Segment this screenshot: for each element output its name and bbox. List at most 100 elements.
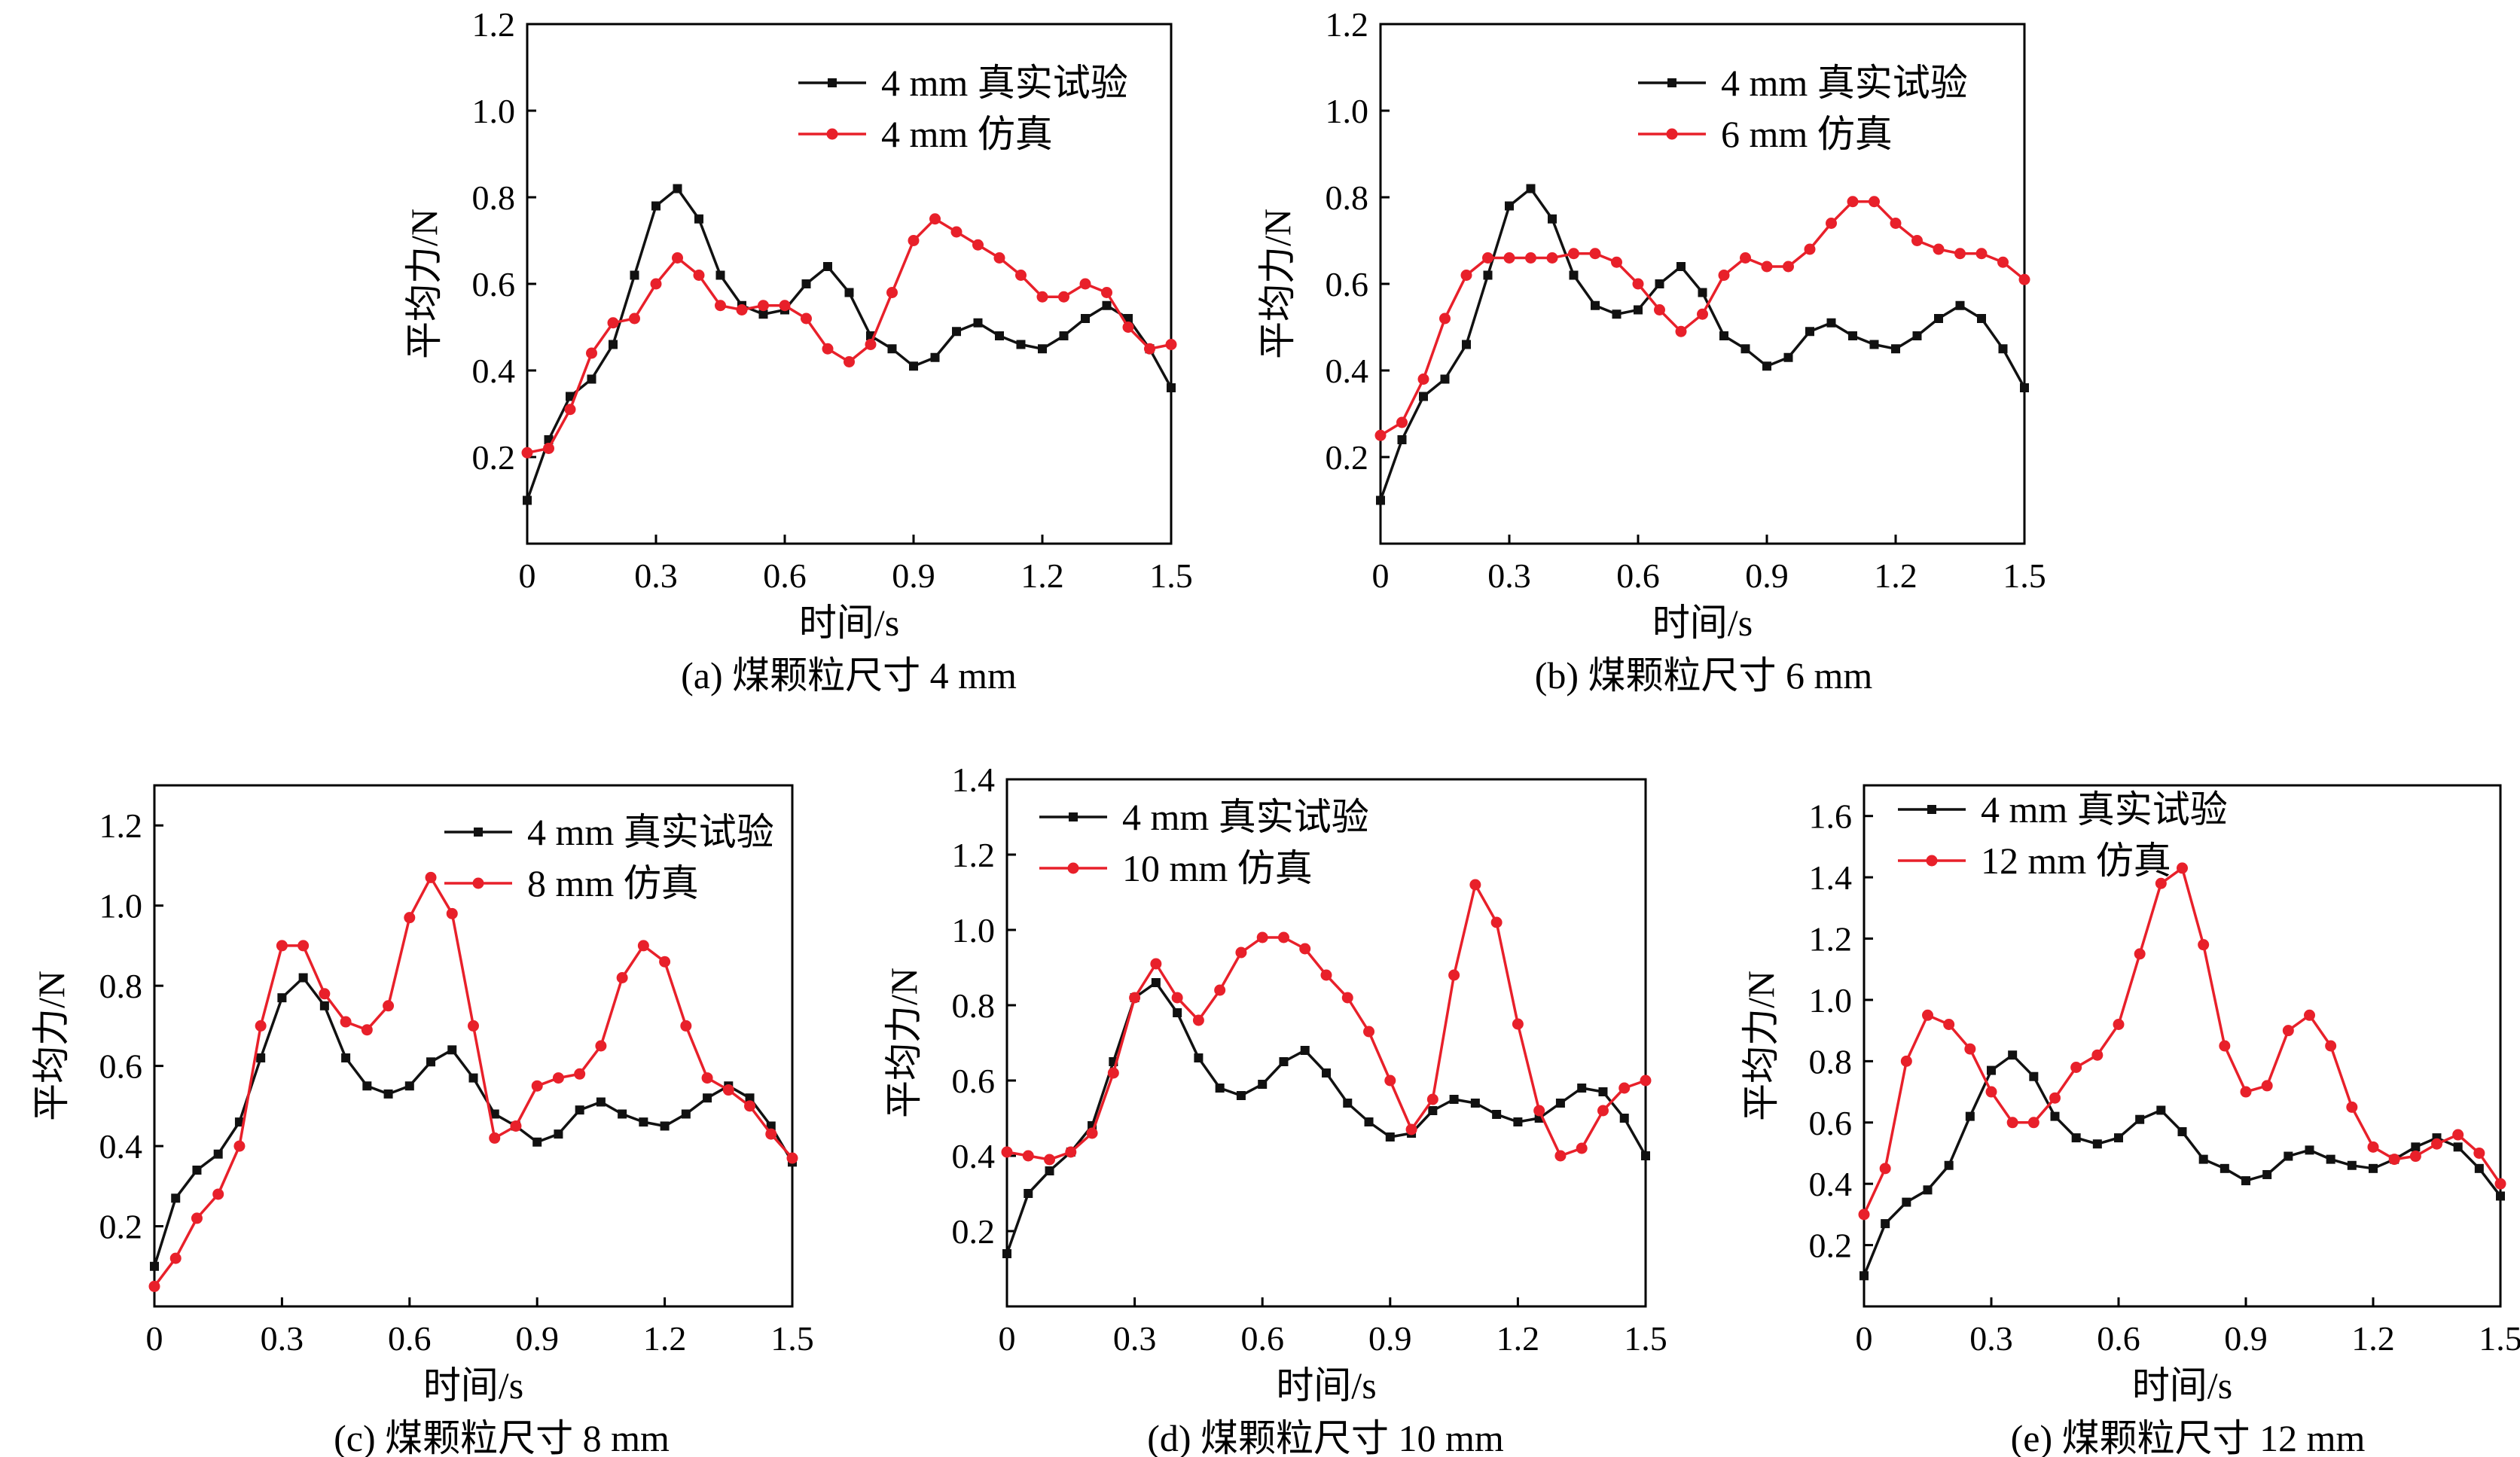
data-point: [468, 1020, 479, 1032]
y-tick-label: 0.6: [1809, 1104, 1853, 1142]
x-tick-label: 0: [146, 1319, 163, 1358]
data-point: [651, 201, 661, 211]
data-point: [1081, 314, 1090, 323]
data-point: [1997, 256, 2009, 268]
x-tick-label: 0.3: [634, 556, 678, 595]
legend-marker: [1927, 805, 1936, 814]
x-tick-label: 0: [1372, 556, 1390, 595]
data-point: [2027, 1117, 2039, 1129]
data-point: [1439, 312, 1451, 325]
data-point: [1059, 331, 1069, 340]
y-tick-label: 0.8: [1326, 178, 1369, 217]
data-point: [1548, 214, 1557, 224]
data-point: [1900, 1055, 1912, 1067]
data-point: [1569, 270, 1579, 280]
data-point: [1911, 235, 1923, 246]
data-point: [1192, 1014, 1204, 1026]
data-point: [1902, 1197, 1911, 1207]
data-point: [233, 1140, 246, 1152]
data-point: [150, 1261, 159, 1271]
data-point: [758, 300, 769, 312]
data-point: [447, 1045, 457, 1055]
x-tick-label: 1.5: [2003, 556, 2046, 595]
data-point: [1741, 344, 1750, 354]
x-tick-label: 0.3: [1969, 1319, 2013, 1358]
data-point: [1462, 340, 1471, 349]
data-point: [234, 1117, 244, 1127]
data-point: [595, 1040, 607, 1052]
data-point: [1167, 383, 1176, 392]
panel-caption: (d) 煤颗粒尺寸 10 mm: [1147, 1417, 1504, 1457]
x-tick-label: 1.5: [2479, 1319, 2520, 1358]
data-point: [1428, 1106, 1438, 1115]
data-point: [2070, 1061, 2082, 1073]
y-tick-label: 1.0: [472, 92, 516, 130]
data-point: [2346, 1101, 2358, 1113]
data-point: [660, 1121, 670, 1131]
x-tick-label: 0.3: [1113, 1319, 1157, 1358]
data-point: [758, 309, 768, 319]
data-point: [1965, 1111, 1975, 1121]
data-point: [319, 1001, 329, 1010]
y-tick-label: 0.2: [1809, 1227, 1853, 1265]
data-point: [1944, 1160, 1954, 1170]
data-point: [566, 392, 575, 401]
data-point: [650, 278, 662, 290]
legend-entry: 12 mm 仿真: [1981, 840, 2171, 882]
data-point: [865, 339, 877, 350]
y-tick-label: 0.6: [99, 1047, 143, 1086]
data-point: [1640, 1074, 1652, 1087]
legend-entry: 4 mm 真实试验: [527, 811, 774, 853]
data-point: [1376, 495, 1385, 505]
data-point: [169, 1252, 182, 1264]
data-point: [1998, 344, 2008, 354]
data-point: [362, 1081, 372, 1091]
y-tick-label: 0.6: [952, 1062, 996, 1100]
data-point: [1171, 992, 1183, 1004]
y-tick-label: 0.4: [1809, 1165, 1853, 1203]
data-point: [1405, 1123, 1417, 1135]
legend-marker: [1069, 812, 1078, 821]
data-point: [2219, 1040, 2231, 1052]
x-tick-label: 1.5: [1149, 556, 1193, 595]
data-point: [521, 447, 533, 459]
y-tick-label: 1.6: [1809, 797, 1853, 836]
data-point: [2008, 1050, 2018, 1060]
y-axis-label: 平均力/N: [1256, 209, 1298, 359]
data-point: [1611, 256, 1622, 268]
data-point: [703, 1093, 712, 1103]
data-point: [1890, 218, 1902, 229]
data-point: [887, 344, 897, 354]
data-point: [1534, 1114, 1544, 1123]
data-point: [2071, 1133, 2081, 1143]
legend-marker: [1666, 128, 1678, 140]
data-point: [1987, 1065, 1996, 1075]
data-point: [191, 1212, 203, 1224]
data-point: [1597, 1105, 1609, 1117]
data-point: [1449, 1095, 1459, 1104]
data-point: [1299, 943, 1311, 955]
data-point: [1869, 196, 1880, 208]
data-point: [972, 239, 984, 251]
data-point: [1513, 1117, 1523, 1126]
data-point: [1619, 1114, 1629, 1123]
data-point: [1891, 344, 1900, 354]
data-point: [779, 300, 791, 312]
data-point: [930, 352, 940, 362]
data-point: [446, 907, 458, 919]
data-point: [618, 1109, 627, 1119]
legend-entry: 4 mm 真实试验: [1981, 788, 2228, 831]
data-point: [1022, 1150, 1034, 1162]
data-point: [2092, 1139, 2102, 1149]
data-point: [607, 317, 619, 329]
data-point: [2240, 1086, 2252, 1098]
data-point: [993, 252, 1005, 264]
data-point: [1641, 1151, 1650, 1160]
data-point: [1483, 270, 1493, 280]
data-point: [672, 252, 683, 264]
y-tick-label: 1.0: [1326, 92, 1369, 130]
x-tick-label: 0.9: [515, 1319, 559, 1358]
data-point: [2347, 1160, 2357, 1170]
data-point: [543, 443, 554, 454]
data-point: [1173, 1008, 1182, 1017]
